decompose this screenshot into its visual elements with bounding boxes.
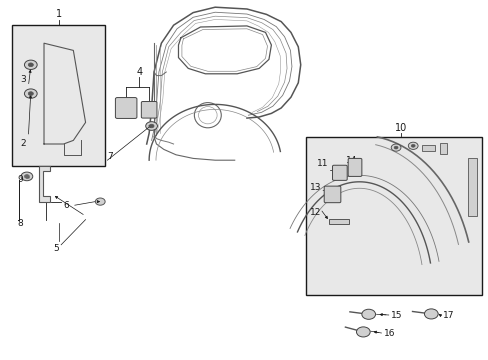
FancyBboxPatch shape: [115, 98, 137, 118]
Circle shape: [24, 89, 37, 98]
Bar: [305, 137, 481, 295]
Text: 3: 3: [20, 75, 26, 84]
Circle shape: [356, 327, 369, 337]
Bar: [468, 158, 476, 216]
FancyBboxPatch shape: [141, 102, 157, 118]
FancyBboxPatch shape: [332, 165, 346, 180]
Text: 4: 4: [136, 67, 142, 77]
Circle shape: [145, 122, 157, 130]
Circle shape: [393, 146, 397, 149]
Circle shape: [95, 198, 105, 205]
Text: 8: 8: [18, 219, 23, 228]
Text: 2: 2: [20, 139, 26, 148]
Text: 14: 14: [346, 156, 357, 165]
Circle shape: [410, 144, 414, 147]
Polygon shape: [39, 166, 50, 202]
Text: 6: 6: [63, 201, 69, 210]
Text: 11: 11: [316, 159, 328, 168]
Bar: [12, 25, 105, 166]
Text: 7: 7: [107, 152, 113, 161]
Circle shape: [390, 144, 400, 151]
Circle shape: [24, 60, 37, 69]
Bar: [439, 143, 446, 154]
Text: 10: 10: [394, 123, 407, 133]
Bar: [421, 145, 434, 151]
Text: 9: 9: [18, 175, 23, 184]
Text: 16: 16: [383, 328, 395, 338]
Text: 5: 5: [53, 244, 59, 253]
Circle shape: [24, 175, 29, 178]
Text: 1: 1: [56, 9, 61, 19]
FancyBboxPatch shape: [347, 158, 361, 176]
Circle shape: [424, 309, 437, 319]
Circle shape: [149, 124, 154, 128]
Text: 17: 17: [442, 310, 453, 320]
Circle shape: [407, 142, 417, 149]
Text: 13: 13: [309, 183, 321, 192]
Text: 15: 15: [390, 310, 402, 320]
Bar: [328, 219, 348, 224]
Circle shape: [361, 309, 375, 319]
Circle shape: [28, 63, 33, 67]
Text: 12: 12: [309, 208, 321, 217]
Circle shape: [28, 92, 33, 95]
Circle shape: [21, 172, 33, 181]
FancyBboxPatch shape: [324, 186, 340, 203]
